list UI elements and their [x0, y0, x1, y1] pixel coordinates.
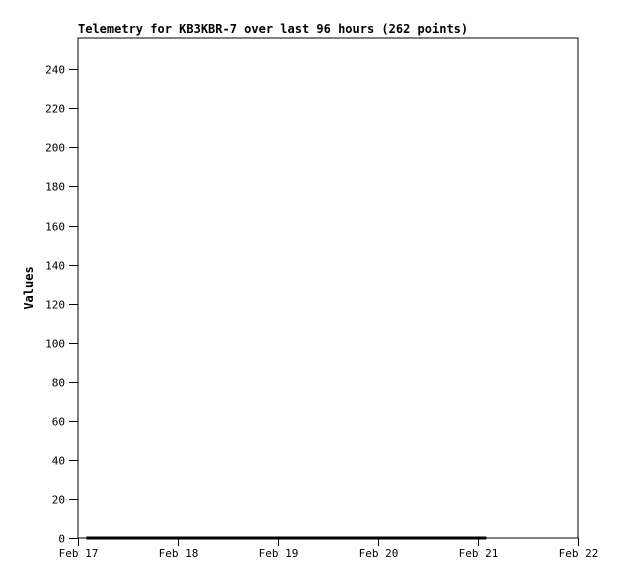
- y-tick-label: 180: [45, 181, 65, 194]
- y-tick-label: 160: [45, 221, 65, 234]
- y-tick-label: 60: [52, 416, 65, 429]
- y-tick-label: 200: [45, 142, 65, 155]
- plot-border: [77, 37, 579, 539]
- x-tick-label: Feb 22: [559, 547, 599, 560]
- chart-title: Telemetry for KB3KBR-7 over last 96 hour…: [78, 22, 469, 36]
- y-tick-label: 40: [52, 455, 65, 468]
- x-tick-label: Feb 19: [259, 547, 299, 560]
- y-tick-label: 140: [45, 260, 65, 273]
- x-tick-label: Feb 18: [159, 547, 199, 560]
- y-tick-label: 20: [52, 494, 65, 507]
- x-tick-label: Feb 17: [59, 547, 99, 560]
- y-tick-label: 80: [52, 377, 65, 390]
- y-tick-label: 100: [45, 338, 65, 351]
- y-tick-label: 220: [45, 103, 65, 116]
- x-tick-label: Feb 20: [359, 547, 399, 560]
- y-tick-label: 240: [45, 64, 65, 77]
- x-tick-label: Feb 21: [459, 547, 499, 560]
- y-tick-label: 0: [58, 533, 65, 546]
- y-tick-label: 120: [45, 299, 65, 312]
